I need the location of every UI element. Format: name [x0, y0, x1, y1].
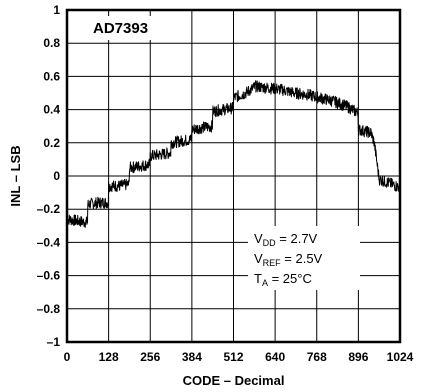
plot-frame: [65, 8, 402, 344]
y-tick-label: 0: [53, 169, 60, 183]
annotation-vref: VREF = 2.5V: [254, 251, 323, 268]
x-tick-label: 0: [64, 350, 71, 364]
chart-grid: [67, 10, 400, 342]
y-tick-label: –0.8: [37, 302, 61, 316]
y-tick-label: 0.8: [43, 36, 60, 50]
x-tick-label: 128: [99, 350, 119, 364]
y-tick-label: 0.6: [43, 69, 60, 83]
y-tick-label: 0.4: [43, 103, 60, 117]
y-tick-label: 0.2: [43, 136, 60, 150]
annotation-box: VDD = 2.7V VREF = 2.5V TA = 25°C: [248, 226, 360, 290]
inl-curve: [66, 80, 401, 228]
y-tick-label: 1: [53, 3, 60, 17]
annotation-ta: TA = 25°C: [254, 271, 312, 288]
y-tick-labels: 1 0.8 0.6 0.4 0.2 0 –0.2 –0.4 –0.6 –0.8 –1: [37, 3, 61, 349]
y-tick-label: –0.6: [37, 269, 61, 283]
y-tick-label: –1: [47, 335, 61, 349]
x-tick-label: 512: [223, 350, 243, 364]
x-tick-label: 256: [140, 350, 160, 364]
y-axis-label: INL – LSB: [8, 145, 23, 206]
x-tick-label: 1024: [387, 350, 414, 364]
x-tick-label: 768: [307, 350, 327, 364]
chart-title: AD7393: [93, 20, 148, 37]
annotation-vdd: VDD = 2.7V: [254, 231, 318, 248]
x-axis-label: CODE – Decimal: [183, 373, 285, 388]
x-tick-label: 384: [182, 350, 202, 364]
title-background: [88, 16, 164, 40]
y-tick-label: –0.2: [37, 202, 61, 216]
x-tick-labels: 0 128 256 384 512 640 768 896 1024: [64, 350, 414, 364]
x-tick-label: 640: [265, 350, 285, 364]
y-tick-label: –0.4: [37, 235, 61, 249]
x-tick-label: 896: [348, 350, 368, 364]
